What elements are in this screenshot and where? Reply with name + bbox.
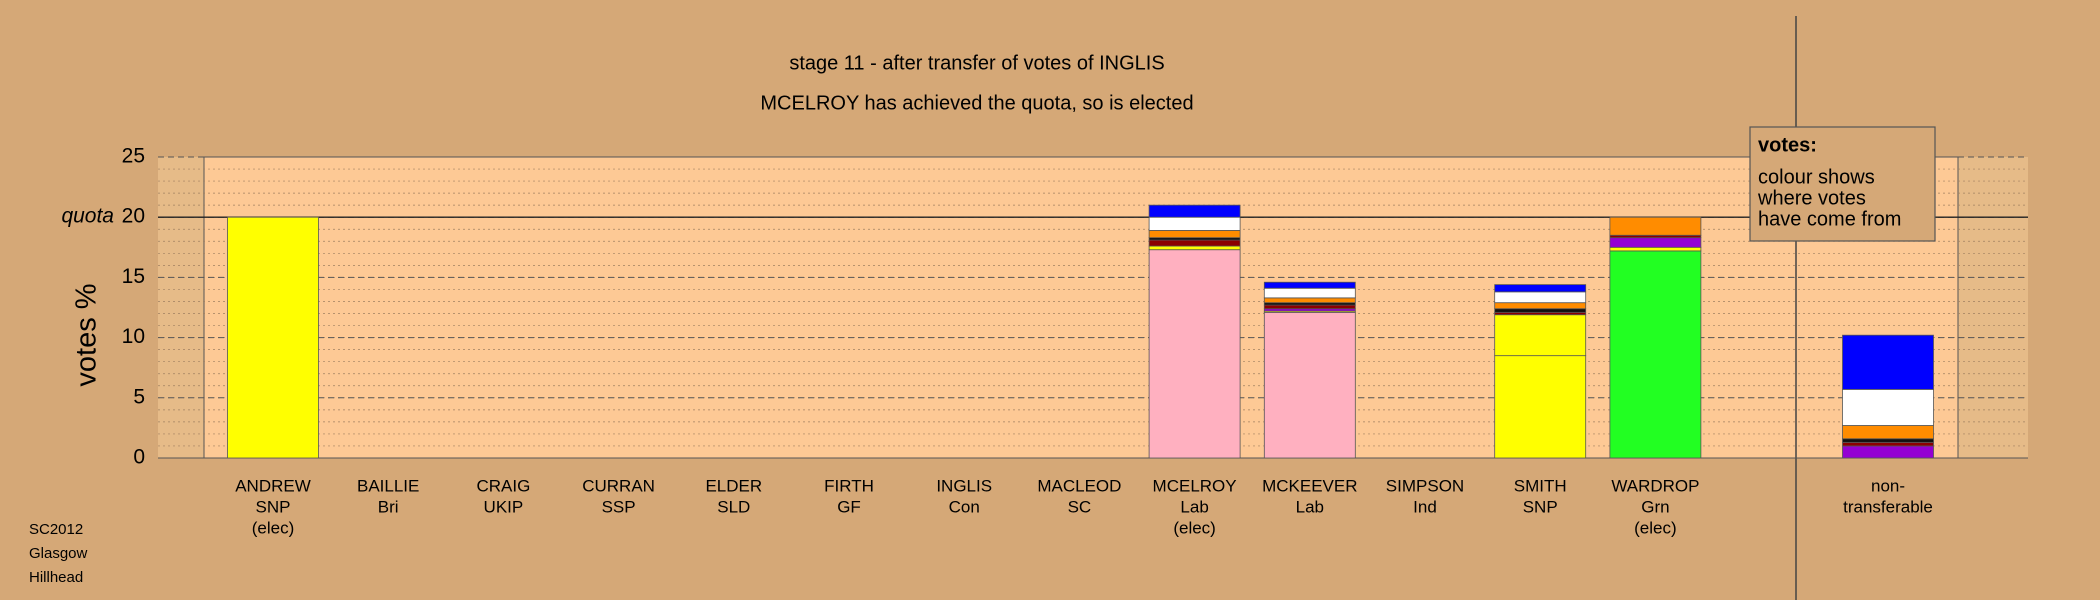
bar-segment (1842, 425, 1934, 440)
bar-segment (1263, 304, 1356, 310)
bar-segment (1494, 302, 1587, 310)
labels: 0 5 10 15 20 25 quota ANDREW SNP (elec) BAILLIE Bri… (61, 145, 1932, 538)
y-tick-label: 15 (122, 265, 145, 288)
x-tick-label: BAILLIE (357, 476, 419, 495)
bar-segment (1494, 355, 1587, 459)
y-tick-label: 20 (122, 205, 145, 228)
bar-segment (1842, 438, 1934, 443)
chart-title: stage 11 - after transfer of votes of IN… (789, 52, 1164, 74)
bar-segment (1494, 284, 1587, 293)
x-tick-label: (elec) (1173, 518, 1216, 537)
x-tick-label: non- (1871, 476, 1905, 495)
footer: SC2012 (29, 521, 83, 538)
bar-segment (1842, 388, 1934, 426)
bar-segment (227, 216, 319, 459)
bar-segment (1148, 216, 1241, 231)
bar-segment (1263, 311, 1356, 459)
x-tick-label: FIRTH (824, 476, 874, 495)
x-tick-label: WARDROP (1611, 476, 1699, 495)
bar-segment (1842, 334, 1934, 390)
x-tick-label: ELDER (705, 476, 762, 495)
footer: Hillhead (29, 569, 83, 586)
x-tick-label: MACLEOD (1037, 476, 1121, 495)
bar-segment (1148, 239, 1241, 247)
bar-segment (1494, 308, 1587, 313)
note-line: have come from (1758, 208, 1901, 230)
bar-segment (1148, 230, 1241, 239)
bar-segment (1494, 291, 1587, 304)
footer: Glasgow (29, 545, 88, 562)
bar-segment (1263, 297, 1356, 304)
y-tick-label: 25 (122, 145, 145, 168)
x-tick-label: SC (1068, 497, 1092, 516)
x-tick-label: (elec) (1634, 518, 1677, 537)
x-tick-label: Bri (378, 497, 399, 516)
x-tick-label: SNP (1523, 497, 1558, 516)
bar-segment (1263, 287, 1356, 299)
x-tick-label: INGLIS (936, 476, 992, 495)
x-tick-label: MCKEEVER (1262, 476, 1357, 495)
y-tick-label: 5 (133, 385, 145, 408)
x-tick-label: SIMPSON (1386, 476, 1464, 495)
bar-segment (1842, 441, 1934, 447)
x-tick-label: SNP (256, 497, 291, 516)
x-tick-label: UKIP (484, 497, 524, 516)
grid (158, 156, 2028, 459)
x-tick-label: ANDREW (235, 476, 311, 495)
x-tick-label: SMITH (1514, 476, 1567, 495)
note-box (1749, 126, 1936, 242)
x-tick-label: Lab (1180, 497, 1208, 516)
x-tick-label: Con (949, 497, 980, 516)
note-line: colour shows (1758, 166, 1875, 188)
note-title: votes: (1758, 134, 1817, 156)
x-tick-label: CURRAN (582, 476, 655, 495)
bar-segment (1609, 250, 1702, 459)
bar-segment (1494, 314, 1587, 357)
x-tick-label: MCELROY (1153, 476, 1237, 495)
bar-segment (1263, 281, 1356, 289)
x-tick-label: SLD (717, 497, 750, 516)
bar-segment (1148, 249, 1241, 459)
bar-segment (1609, 216, 1702, 236)
y-tick-label: 0 (133, 446, 145, 469)
x-tick-label: Ind (1413, 497, 1437, 516)
x-tick-label: (elec) (252, 518, 295, 537)
x-tick-label: SSP (602, 497, 636, 516)
note-line: where votes (1757, 187, 1866, 209)
bar-segment (1842, 445, 1934, 459)
x-tick-label: Lab (1296, 497, 1324, 516)
y-axis-label: votes % (71, 283, 103, 386)
bar-segment (1148, 204, 1241, 218)
quota-label: quota (61, 205, 114, 228)
bar-segment (1609, 237, 1702, 248)
bars (227, 204, 1934, 459)
x-tick-label: CRAIG (476, 476, 530, 495)
chart-subtitle: MCELROY has achieved the quota, so is el… (760, 92, 1193, 114)
bar-segment (1609, 246, 1702, 252)
x-tick-label: Grn (1641, 497, 1669, 516)
y-tick-label: 10 (122, 325, 145, 348)
x-tick-label: GF (837, 497, 861, 516)
x-tick-label: transferable (1843, 497, 1933, 516)
bar-segment (1148, 245, 1241, 251)
